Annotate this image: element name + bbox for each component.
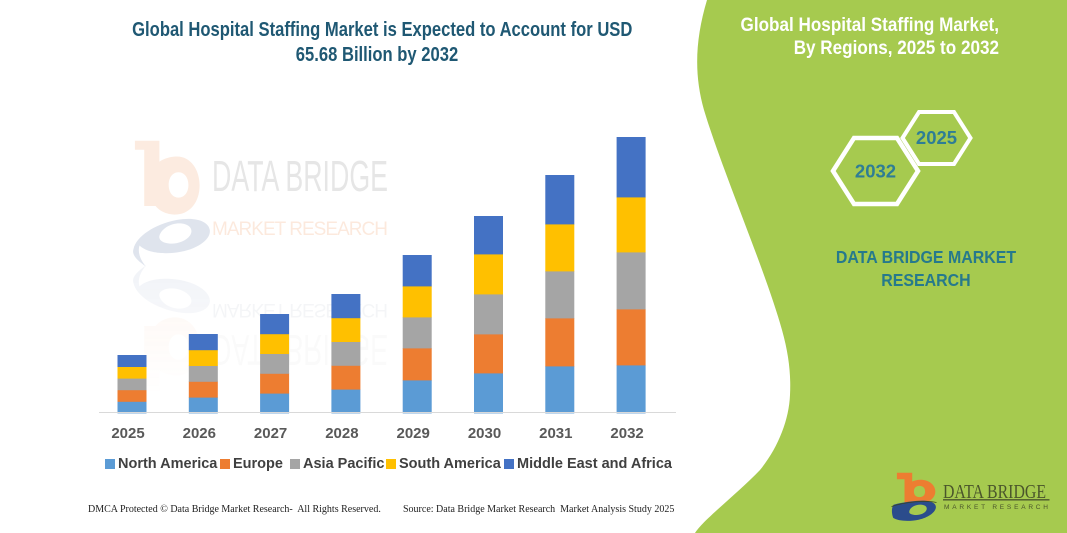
svg-text:2032: 2032 — [855, 161, 896, 182]
svg-text:2025: 2025 — [916, 127, 957, 148]
svg-text:MARKET RESEARCH: MARKET RESEARCH — [944, 504, 1048, 511]
svg-text:DATA BRIDGE: DATA BRIDGE — [943, 481, 1046, 503]
